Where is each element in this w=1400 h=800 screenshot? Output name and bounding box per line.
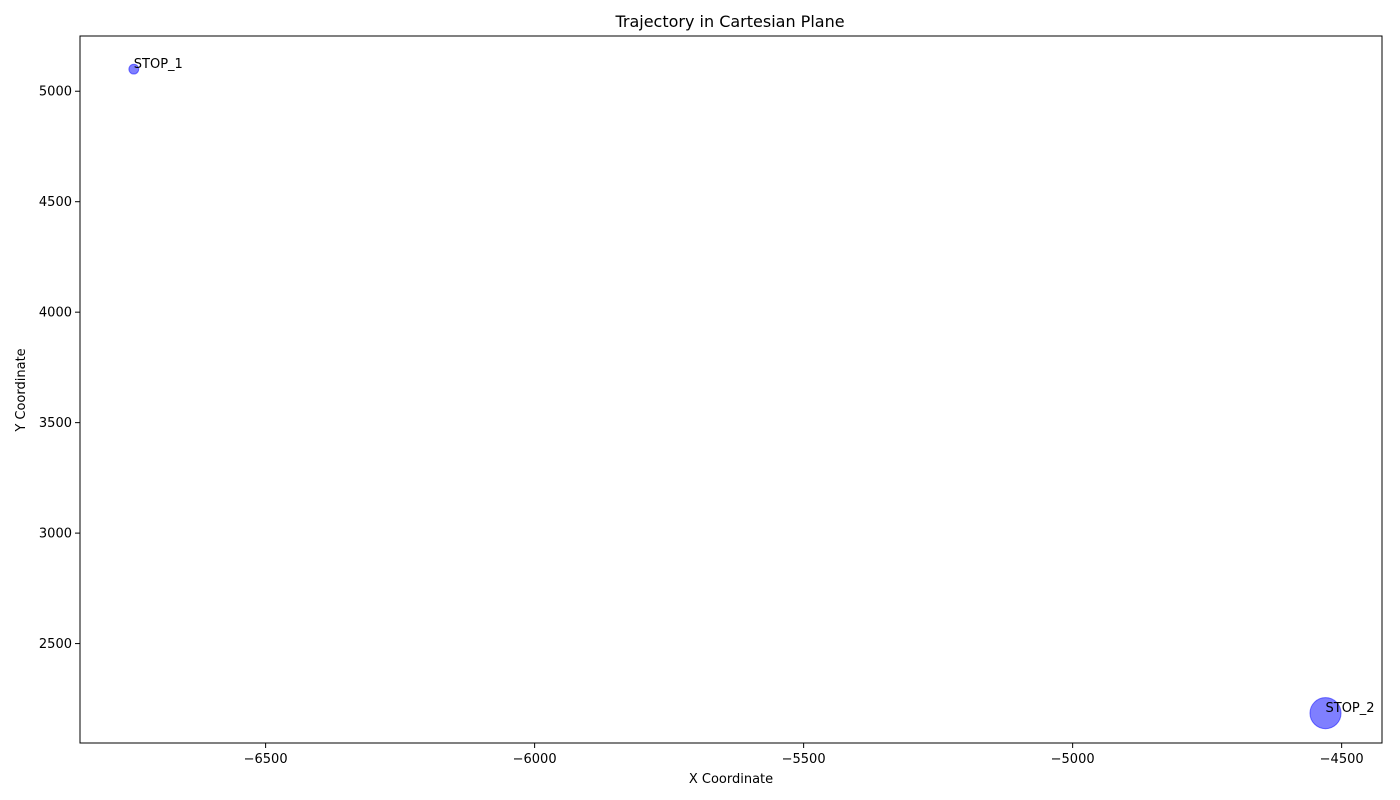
scatter-point xyxy=(1309,697,1342,730)
plot-frame xyxy=(79,35,1383,744)
y-tick-label: 2500 xyxy=(39,637,72,652)
y-axis-label: Y Coordinate xyxy=(14,348,29,432)
y-tick-label: 3000 xyxy=(39,527,72,542)
scatter-point xyxy=(128,63,140,75)
y-tick-label: 4500 xyxy=(39,195,72,210)
x-tick-label: −5000 xyxy=(1051,752,1095,767)
x-tick-label: −6000 xyxy=(513,752,557,767)
point-label: STOP_2 xyxy=(1326,701,1375,716)
x-tick-label: −5500 xyxy=(782,752,826,767)
y-tick-label: 3500 xyxy=(39,416,72,431)
y-tick-label: 5000 xyxy=(39,85,72,100)
x-tick-label: −4500 xyxy=(1320,752,1364,767)
point-label: STOP_1 xyxy=(134,57,183,72)
chart-title: Trajectory in Cartesian Plane xyxy=(614,12,844,31)
x-axis-label: X Coordinate xyxy=(689,772,773,787)
points-layer: STOP_1 STOP_2 xyxy=(128,57,1375,730)
x-axis-ticks: −6500 −6000 −5500 −5000 −4500 xyxy=(244,743,1364,767)
y-axis-ticks: 2500 3000 3500 4000 4500 5000 xyxy=(39,85,80,652)
y-tick-label: 4000 xyxy=(39,306,72,321)
x-tick-label: −6500 xyxy=(244,752,288,767)
